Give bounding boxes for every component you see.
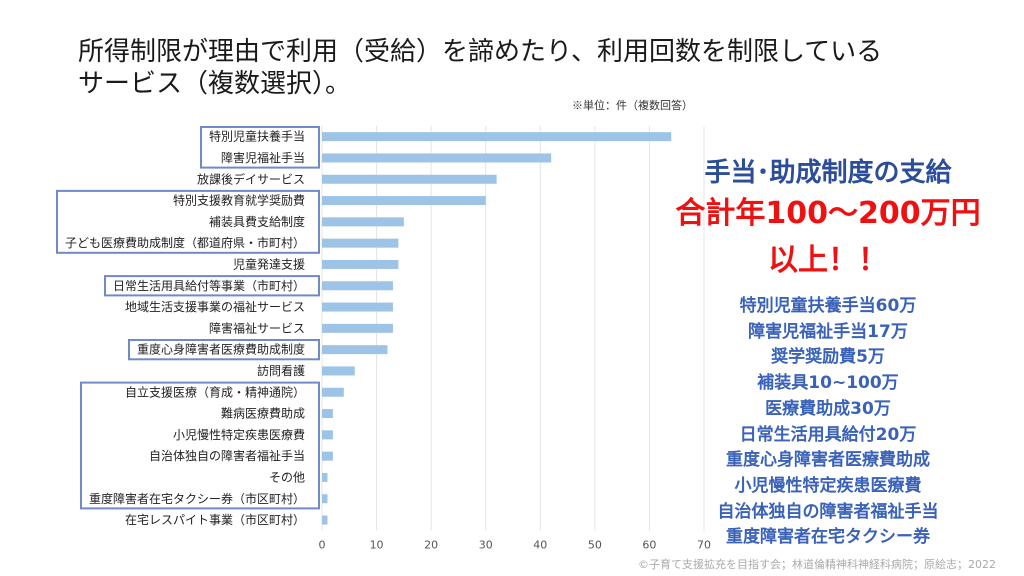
bar <box>322 323 393 333</box>
bar <box>322 515 328 525</box>
highlight-box <box>79 381 320 510</box>
bar <box>322 451 333 461</box>
category-label: 児童発達支援 <box>233 256 305 271</box>
x-tick-label: 60 <box>642 539 656 552</box>
x-tick-label: 30 <box>479 539 493 552</box>
benefit-item: 特別児童扶養手当60万 <box>739 296 917 316</box>
category-label: 自立支援医療（育成・精神通院） <box>125 384 305 399</box>
bar <box>322 259 399 269</box>
x-tick-label: 10 <box>370 539 384 552</box>
bar <box>322 196 486 206</box>
bar <box>322 366 355 376</box>
bar <box>322 494 328 504</box>
bar <box>322 430 333 440</box>
benefit-item: 日常生活用具給付20万 <box>739 424 917 445</box>
footer-credit: ©子育て支援拡充を目指す会；林道倫精神科神経科病院；原絵志；2022 <box>638 558 996 571</box>
category-label: 難病医療費助成 <box>221 406 305 421</box>
category-label: 重度障害者在宅タクシー券（市区町村） <box>89 491 305 506</box>
x-tick-label: 70 <box>697 539 711 552</box>
highlight-box <box>55 189 320 254</box>
x-tick-label: 50 <box>588 539 602 552</box>
x-tick-label: 40 <box>533 539 547 552</box>
category-label: 自治体独自の障害者福祉手当 <box>149 448 305 463</box>
bar <box>322 387 344 397</box>
bar <box>322 153 552 163</box>
bar <box>322 472 328 482</box>
benefit-item: 重度障害者在宅タクシー券 <box>726 527 930 548</box>
benefit-list: 特別児童扶養手当60万 障害児福祉手当17万 奨学奨励費5万 補装具10~100万 医療… <box>636 294 1020 551</box>
bar <box>322 174 497 184</box>
x-tick-label: 0 <box>319 539 326 552</box>
benefit-item: 重度心身障害者医療費助成 <box>726 450 930 471</box>
callout-amount: 合計年100～200万円 <box>675 196 981 231</box>
bar <box>322 281 393 291</box>
category-label: 小児慢性特定疾患医療費 <box>173 427 305 442</box>
highlight-box <box>127 339 320 361</box>
callout-heading: 手当･助成制度の支給 <box>704 158 952 188</box>
category-label: 日常生活用具給付等事業（市町村） <box>113 278 305 293</box>
bar <box>322 302 393 312</box>
callout-emphasis: 以上！！ <box>768 243 888 278</box>
category-label: 地域生活支援事業の福祉サービス <box>125 299 305 314</box>
bar <box>322 409 333 419</box>
category-label: 子ども医療費助成制度（都道府県・市町村） <box>65 235 305 250</box>
benefit-callout: 手当･助成制度の支給 合計年100～200万円 以上！！ 特別児童扶養手当60万… <box>636 150 1020 551</box>
benefit-item: 小児慢性特定疾患医療費 <box>734 475 922 496</box>
category-label: 重度心身障害者医療費助成制度 <box>137 342 305 357</box>
category-label: 特別児童扶養手当 <box>209 129 305 144</box>
benefit-item: 自治体独自の障害者福祉手当 <box>717 501 939 522</box>
unit-note: ※単位：件（複数回答） <box>572 99 693 112</box>
bar <box>322 132 672 142</box>
title-line-2: サービス（複数選択）。 <box>78 69 352 99</box>
category-label: 特別支援教育就学奨励費 <box>173 193 305 208</box>
highlight-box <box>103 275 320 297</box>
category-label: 障害福祉サービス <box>209 320 305 335</box>
bar <box>322 238 399 248</box>
x-tick-label: 20 <box>424 539 438 552</box>
benefit-item: 奨学奨励費5万 <box>771 347 885 368</box>
benefit-item: 補装具10~100万 <box>757 373 899 394</box>
slide-title: 所得制限が理由で利用（受給）を諦めたり、利用回数を制限している サービス（複数選… <box>78 36 958 100</box>
bar <box>322 345 388 355</box>
title-line-1: 所得制限が理由で利用（受給）を諦めたり、利用回数を制限している <box>78 37 883 67</box>
category-label: 障害児福祉手当 <box>221 150 305 165</box>
category-label: 在宅レスパイト事業（市区町村） <box>125 512 305 527</box>
highlight-box <box>199 126 320 169</box>
bar <box>322 217 404 227</box>
category-label: 補装具費支給制度 <box>209 214 305 229</box>
category-label: 訪問看護 <box>257 363 305 378</box>
category-label: 放課後デイサービス <box>197 171 305 186</box>
category-label: その他 <box>269 470 305 484</box>
benefit-item: 障害児福祉手当17万 <box>748 321 908 342</box>
benefit-item: 医療費助成30万 <box>765 398 891 419</box>
